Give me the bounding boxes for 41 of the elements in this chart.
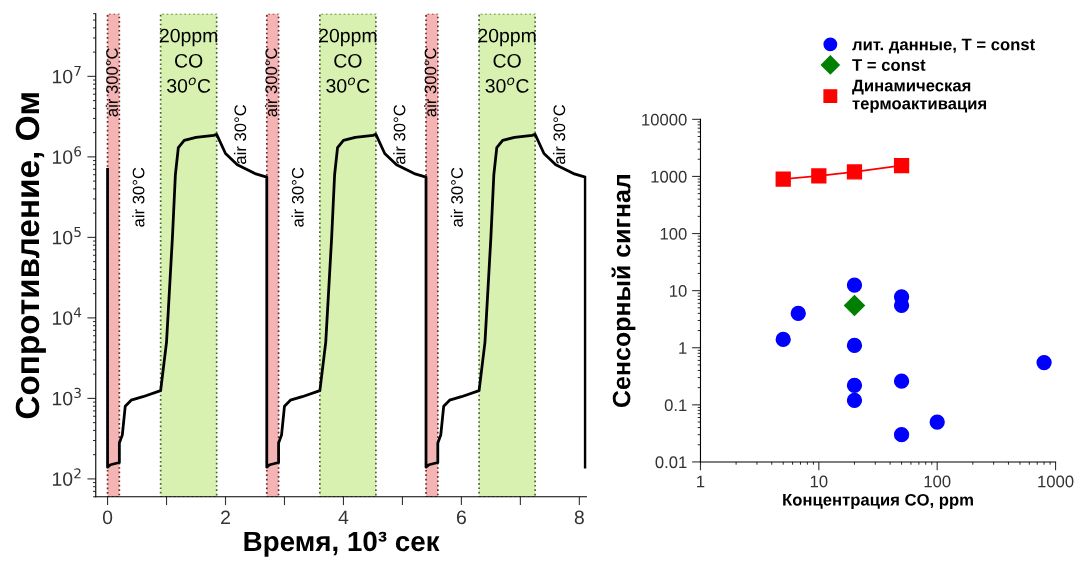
legend-label: Динамическая термоактивация [852, 79, 987, 113]
x-tick-label: 10 [810, 475, 828, 488]
y-tick-label: 0.1 [664, 399, 687, 412]
x-tick-label: 2 [221, 510, 230, 525]
y-tick-label: 10$^{7}$ [52, 65, 81, 84]
legend-label: лит. данные, T = const [852, 38, 1035, 54]
band-label: 20ppm CO 30$^{o}$C [159, 28, 218, 93]
x-axis-title: Концентрация CO, ppm [783, 493, 973, 509]
y-tick-label: 10$^{6}$ [52, 146, 82, 164]
band-label: 20ppm CO 30$^{o}$C [478, 28, 536, 93]
y-tick-label: 10 [670, 285, 687, 297]
y-axis-title: Сопротивление, Ом [15, 93, 46, 419]
y-tick-label: 10$^{2}$ [52, 468, 81, 486]
band-label: air 300°C [424, 48, 437, 117]
y-tick-label: 10000 [642, 113, 687, 126]
x-tick-label: 4 [338, 510, 349, 525]
annotation: air 30°C [233, 104, 247, 164]
y-tick-label: 1 [679, 342, 687, 354]
x-tick-label: 6 [456, 510, 466, 525]
annotation: air 30°C [132, 167, 145, 227]
legend-label: T = const [852, 59, 926, 71]
y-tick-label: 100 [660, 227, 687, 240]
x-tick-label: 1000 [1038, 475, 1074, 488]
x-tick-label: 1 [697, 475, 705, 488]
band-label: 20ppm CO 30$^{o}$C [319, 28, 377, 93]
annotation: air 30°C [450, 167, 463, 227]
band-label: air 300°C [264, 48, 278, 117]
y-tick-label: 10$^{3}$ [52, 387, 81, 406]
annotation: air 30°C [553, 104, 566, 164]
x-tick-label: 0 [102, 510, 113, 525]
y-tick-label: 1000 [651, 170, 687, 183]
y-tick-label: 0.01 [655, 456, 687, 469]
y-axis-title: Сенсорный сигнал [611, 174, 636, 408]
y-tick-label: 10$^{5}$ [52, 226, 81, 245]
x-tick-label: 8 [574, 510, 584, 525]
band-label: air 300°C [105, 48, 118, 117]
x-tick-label: 100 [924, 475, 951, 488]
annotation: air 30°C [393, 104, 406, 164]
annotation: air 30°C [291, 167, 304, 227]
x-axis-title: Время, 10³ сек [244, 531, 440, 557]
y-tick-label: 10$^{4}$ [52, 307, 82, 325]
